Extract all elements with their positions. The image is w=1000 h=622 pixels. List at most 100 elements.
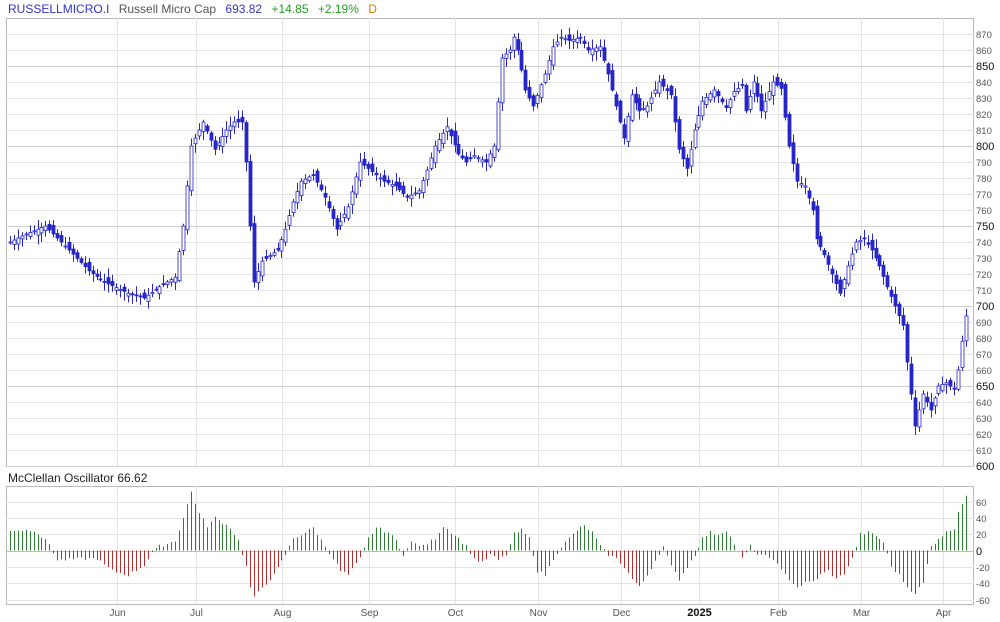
- candle-body: [47, 223, 52, 231]
- candle-body: [929, 401, 934, 411]
- candle-body: [228, 125, 233, 131]
- symbol-label[interactable]: RUSSELLMICRO.I: [8, 2, 110, 16]
- candle-body: [91, 270, 96, 275]
- y-tick-label: 600: [976, 461, 994, 473]
- candle-body: [110, 281, 115, 287]
- y-tick-label: 740: [976, 238, 992, 249]
- candle-body: [795, 163, 800, 182]
- candle-body: [547, 60, 552, 75]
- candle-body: [362, 158, 367, 166]
- candle-body: [445, 126, 450, 132]
- oscillator-title: McClellan Oscillator 66.62: [8, 471, 147, 485]
- candle-body: [685, 157, 690, 169]
- candle-body: [618, 100, 623, 123]
- candle-body: [276, 247, 281, 251]
- candle-body: [106, 277, 111, 285]
- candle-body: [142, 292, 147, 299]
- y-tick-label: 820: [976, 110, 992, 121]
- x-tick-label: Jun: [109, 608, 125, 619]
- candle-body: [303, 178, 308, 184]
- candle-body: [118, 289, 123, 291]
- candle-body: [846, 265, 851, 285]
- interval-label[interactable]: D: [368, 2, 377, 16]
- candle-body: [464, 156, 469, 163]
- candle-body: [822, 250, 827, 256]
- candle-body: [268, 255, 273, 258]
- candle-body: [484, 159, 489, 163]
- candle-body: [917, 409, 922, 428]
- candle-body: [382, 175, 387, 182]
- candle-body: [555, 41, 560, 46]
- candle-body: [102, 281, 107, 283]
- candle-body: [173, 276, 178, 283]
- candle-body: [854, 241, 859, 251]
- y-tick-label: 870: [976, 30, 992, 41]
- candle-body: [712, 89, 717, 98]
- candle-body: [512, 36, 517, 51]
- candle-body: [539, 84, 544, 98]
- candle-body: [63, 245, 68, 248]
- candle-body: [472, 155, 477, 158]
- candle-body: [67, 241, 72, 251]
- candle-body: [551, 46, 556, 66]
- candle-body: [755, 82, 760, 97]
- candle-body: [126, 292, 131, 297]
- y-tick-label: 650: [976, 381, 994, 393]
- oscillator-tick-label: -20: [976, 563, 990, 574]
- candle-body: [397, 182, 402, 191]
- candle-body: [75, 252, 80, 259]
- candle-body: [842, 279, 847, 290]
- candle-body: [299, 180, 304, 196]
- candle-body: [460, 155, 465, 159]
- candle-body: [516, 39, 521, 51]
- candle-body: [708, 93, 713, 101]
- candle-body: [641, 108, 646, 110]
- candle-body: [264, 256, 269, 259]
- candle-body: [338, 221, 343, 226]
- candle-body: [759, 93, 764, 112]
- candle-body: [669, 85, 674, 96]
- candle-body: [244, 122, 249, 163]
- candle-body: [217, 142, 222, 146]
- x-tick-label: Jul: [190, 608, 203, 619]
- candle-body: [8, 241, 13, 244]
- candle-body: [732, 91, 737, 97]
- candle-body: [16, 237, 21, 245]
- candle-body: [736, 88, 741, 92]
- candle-body: [811, 201, 816, 211]
- candle-body: [948, 379, 953, 387]
- y-tick-label: 750: [976, 221, 994, 233]
- oscillator-tick-label: 0: [976, 546, 982, 558]
- candle-body: [901, 315, 906, 326]
- candle-body: [626, 116, 631, 143]
- candle-body: [496, 101, 501, 151]
- candle-body: [366, 163, 371, 169]
- candle-body: [531, 95, 536, 107]
- candle-body: [425, 169, 430, 181]
- candle-body: [220, 135, 225, 147]
- price-change: +14.85: [271, 2, 309, 16]
- candle-body: [665, 88, 670, 91]
- candle-body: [936, 385, 941, 394]
- candle-body: [704, 97, 709, 105]
- candle-body: [964, 315, 969, 342]
- candle-body: [87, 261, 92, 272]
- candle-body: [874, 247, 879, 259]
- candle-body: [523, 69, 528, 91]
- candle-body: [897, 303, 902, 316]
- candle-body: [59, 234, 64, 243]
- candle-body: [925, 396, 930, 403]
- candle-body: [834, 274, 839, 284]
- candle-body: [637, 98, 642, 112]
- candle-body: [331, 208, 336, 219]
- x-tick-label: Sep: [361, 608, 379, 619]
- candle-body: [224, 129, 229, 137]
- candle-body: [933, 397, 938, 407]
- y-tick-label: 770: [976, 190, 992, 201]
- candle-body: [138, 295, 143, 298]
- candle-body: [157, 286, 162, 295]
- candle-body: [535, 94, 540, 104]
- price-change-percent: +2.19%: [317, 2, 359, 16]
- candle-body: [606, 63, 611, 75]
